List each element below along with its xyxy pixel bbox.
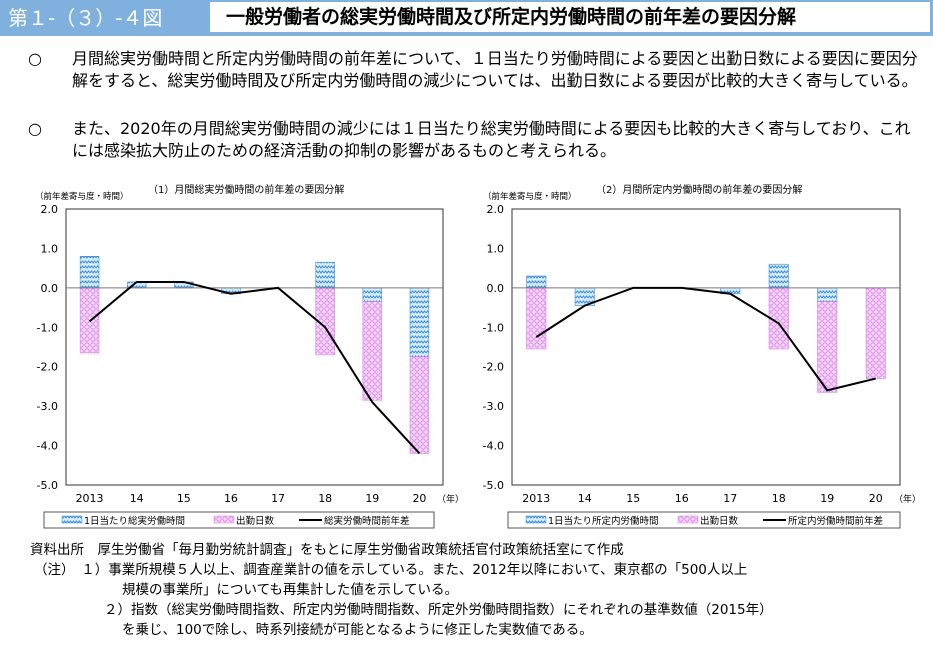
- legend: [43, 511, 435, 529]
- figure-header: 第１-（３）-４図 一般労働者の総実労働時間及び所定内労働時間の前年差の要因分解: [0, 0, 933, 36]
- bullet-marker: ○: [28, 119, 42, 138]
- x-tick-label: 20: [412, 492, 426, 505]
- legend-label: 出勤日数: [236, 515, 275, 527]
- y-tick-label: -2.0: [37, 361, 58, 374]
- y-tick-label: -2.0: [483, 361, 504, 374]
- bar-hours-per-day: [526, 275, 547, 289]
- source-label: 資料出所: [30, 542, 84, 558]
- x-tick-label: 15: [626, 492, 640, 505]
- x-tick-label: 14: [578, 492, 592, 505]
- y-tick-label: 0.0: [41, 282, 59, 295]
- summary-text: 月間総実労働時間と所定内労働時間の前年差について、１日当たり労働時間による要因と…: [72, 49, 918, 90]
- x-tick-label: 19: [820, 492, 834, 505]
- summary-paragraph-1: ○ 月間総実労働時間と所定内労働時間の前年差について、１日当たり労働時間による要…: [28, 48, 918, 92]
- legend-swatch-blue: [525, 515, 547, 524]
- bar-hours-per-day: [768, 263, 789, 289]
- bar-attendance-days: [865, 287, 886, 379]
- legend-label: 1日当たり総実労働時間: [84, 515, 185, 527]
- bar-hours-per-day: [79, 256, 100, 289]
- legend-swatch-pink: [213, 515, 235, 524]
- figure-title: 一般労働者の総実労働時間及び所定内労働時間の前年差の要因分解: [210, 2, 930, 32]
- summary-paragraph-2: ○ また、2020年の月間総実労働時間の減少には１日当たり総実労働時間による要因…: [28, 118, 918, 162]
- x-tick-label: 15: [177, 492, 191, 505]
- x-tick-label: 17: [723, 492, 737, 505]
- note-1-cont: 規模の事業所」についても再集計した値を示している。: [122, 582, 459, 598]
- bullet-marker: ○: [28, 49, 42, 68]
- legend: [507, 511, 901, 529]
- line-total: [88, 280, 421, 455]
- bar-attendance-days: [362, 301, 383, 401]
- x-tick-label: 18: [772, 492, 786, 505]
- x-tick-label: 2013: [76, 492, 104, 505]
- y-tick-label: -1.0: [37, 321, 58, 334]
- plot-area: [65, 208, 444, 486]
- y-tick-label: 2.0: [41, 203, 59, 216]
- x-tick-label: 2013: [522, 492, 550, 505]
- x-tick-label: 20: [869, 492, 883, 505]
- y-tick-label: 1.0: [41, 242, 59, 255]
- legend-label: 所定内労働時間前年差: [788, 515, 883, 527]
- note-label: （注）: [34, 562, 68, 578]
- legend-label: 総実労働時間前年差: [324, 515, 410, 527]
- y-tick-label: -4.0: [37, 440, 58, 453]
- y-tick-label: -5.0: [483, 479, 504, 492]
- x-tick-label: 19: [365, 492, 379, 505]
- y-tick-label: 1.0: [487, 242, 505, 255]
- bar-hours-per-day: [126, 281, 147, 289]
- note-1: １）事業所規模５人以上、調査産業計の値を示している。また、2012年以降において…: [81, 562, 748, 578]
- y-axis-label: （前年差寄与度・時間）: [35, 191, 129, 202]
- bar-hours-per-day: [221, 287, 241, 295]
- bar-attendance-days: [315, 287, 335, 356]
- legend-label: 1日当たり所定内労働時間: [548, 515, 659, 527]
- legend-swatch-pink: [677, 515, 699, 524]
- summary-text: また、2020年の月間総実労働時間の減少には１日当たり総実労働時間による要因も比…: [72, 119, 911, 160]
- chart-title: （2）月間所定内労働時間の前年差の要因分解: [596, 183, 802, 196]
- y-tick-label: 0.0: [487, 282, 505, 295]
- y-tick-label: -5.0: [37, 479, 58, 492]
- x-tick-label: 18: [318, 492, 332, 505]
- plot-area: [511, 208, 901, 486]
- x-axis-unit: （年）: [437, 493, 464, 505]
- bar-hours-per-day: [720, 287, 741, 295]
- bar-attendance-days: [409, 356, 430, 454]
- figure-number: 第１-（３）-４図: [8, 6, 163, 30]
- bar-attendance-days: [768, 287, 789, 350]
- y-tick-label: -1.0: [483, 321, 504, 334]
- x-axis-unit: （年）: [894, 493, 921, 505]
- legend-swatch-blue: [61, 515, 83, 524]
- y-tick-label: 2.0: [487, 203, 505, 216]
- y-tick-label: -4.0: [483, 440, 504, 453]
- notes: 資料出所 厚生労働省「毎月勤労統計調査」をもとに厚生労働省政策統括官付政策統括室…: [30, 540, 920, 640]
- chart-title: （1）月間総実労働時間の前年差の要因分解: [148, 183, 344, 196]
- y-axis-label: （前年差寄与度・時間）: [483, 191, 577, 202]
- bar-hours-per-day: [174, 281, 194, 289]
- bar-attendance-days: [817, 301, 838, 393]
- note-2: ２）指数（総実労働時間指数、所定内労働時間指数、所定外労働時間指数）にそれぞれの…: [104, 602, 773, 618]
- bar-hours-per-day: [362, 287, 383, 302]
- source-text: 厚生労働省「毎月勤労統計調査」をもとに厚生労働省政策統括官付政策統括室にて作成: [97, 542, 624, 558]
- line-total: [535, 286, 876, 392]
- x-tick-label: 16: [224, 492, 238, 505]
- bar-hours-per-day: [574, 287, 595, 306]
- bar-attendance-days: [79, 287, 100, 354]
- bar-hours-per-day: [409, 287, 430, 358]
- x-tick-label: 17: [271, 492, 285, 505]
- bar-hours-per-day: [315, 261, 335, 289]
- y-tick-label: -3.0: [37, 400, 58, 413]
- legend-label: 出勤日数: [700, 515, 739, 527]
- x-tick-label: 14: [130, 492, 144, 505]
- x-tick-label: 16: [675, 492, 689, 505]
- y-tick-label: -3.0: [483, 400, 504, 413]
- bar-hours-per-day: [817, 287, 838, 302]
- note-2-cont: を乗じ、100で除し、時系列接続が可能となるように修正した実数値である。: [122, 622, 593, 638]
- bar-attendance-days: [526, 287, 547, 350]
